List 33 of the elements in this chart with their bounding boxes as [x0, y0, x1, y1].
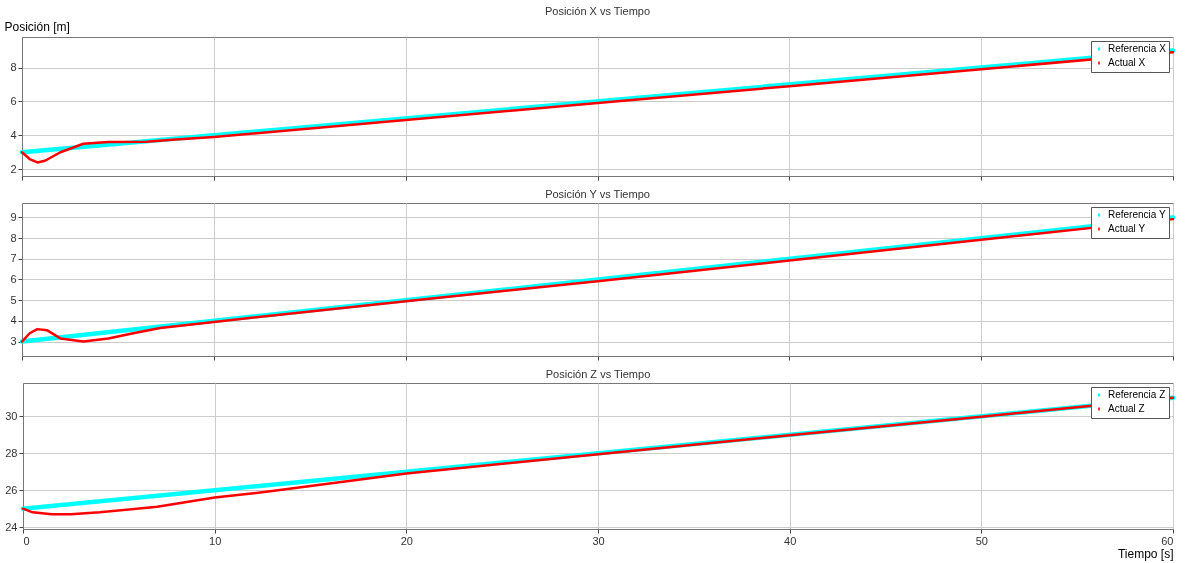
chart-title: Posición Z vs Tiempo — [545, 368, 651, 380]
chart-title: Posición X vs Tiempo — [544, 5, 651, 17]
chart-title: Posición Y vs Tiempo — [545, 188, 650, 200]
y-tick-label: 6 — [10, 94, 17, 107]
y-tick-label: 7 — [10, 252, 17, 265]
y-tick-label: 28 — [5, 446, 18, 459]
x-tick-label: 60 — [1161, 534, 1174, 547]
legend-label: Referencia X — [1108, 43, 1167, 54]
legend-label: Actual Z — [1108, 403, 1145, 414]
y-tick-label: 8 — [10, 231, 17, 244]
x-axis-title: Tiempo [s] — [1117, 546, 1174, 561]
y-tick-label: 8 — [10, 61, 17, 74]
x-tick-label: 10 — [209, 534, 222, 547]
x-tick-label: 0 — [23, 534, 30, 547]
x-tick-label: 50 — [975, 534, 988, 547]
x-tick-label: 30 — [592, 534, 605, 547]
y-tick-label: 5 — [10, 293, 17, 306]
y-tick-label: 26 — [5, 483, 18, 496]
x-tick-label: 40 — [784, 534, 797, 547]
y-tick-label: 4 — [10, 128, 17, 141]
y-tick-label: 2 — [10, 162, 17, 175]
legend-label: Referencia Z — [1108, 389, 1166, 400]
y-tick-label: 9 — [10, 210, 17, 223]
y-tick-label: 30 — [5, 409, 18, 422]
x-tick-label: 20 — [400, 534, 413, 547]
y-tick-label: 4 — [10, 314, 17, 327]
y-tick-label: 3 — [10, 335, 17, 348]
legend-label: Actual Y — [1108, 223, 1146, 234]
y-tick-label: 6 — [10, 273, 17, 285]
legend-label: Referencia Y — [1108, 209, 1166, 220]
y-axis-title: Posición [m] — [4, 19, 70, 34]
legend-label: Actual X — [1108, 57, 1146, 68]
y-tick-label: 24 — [5, 520, 18, 533]
